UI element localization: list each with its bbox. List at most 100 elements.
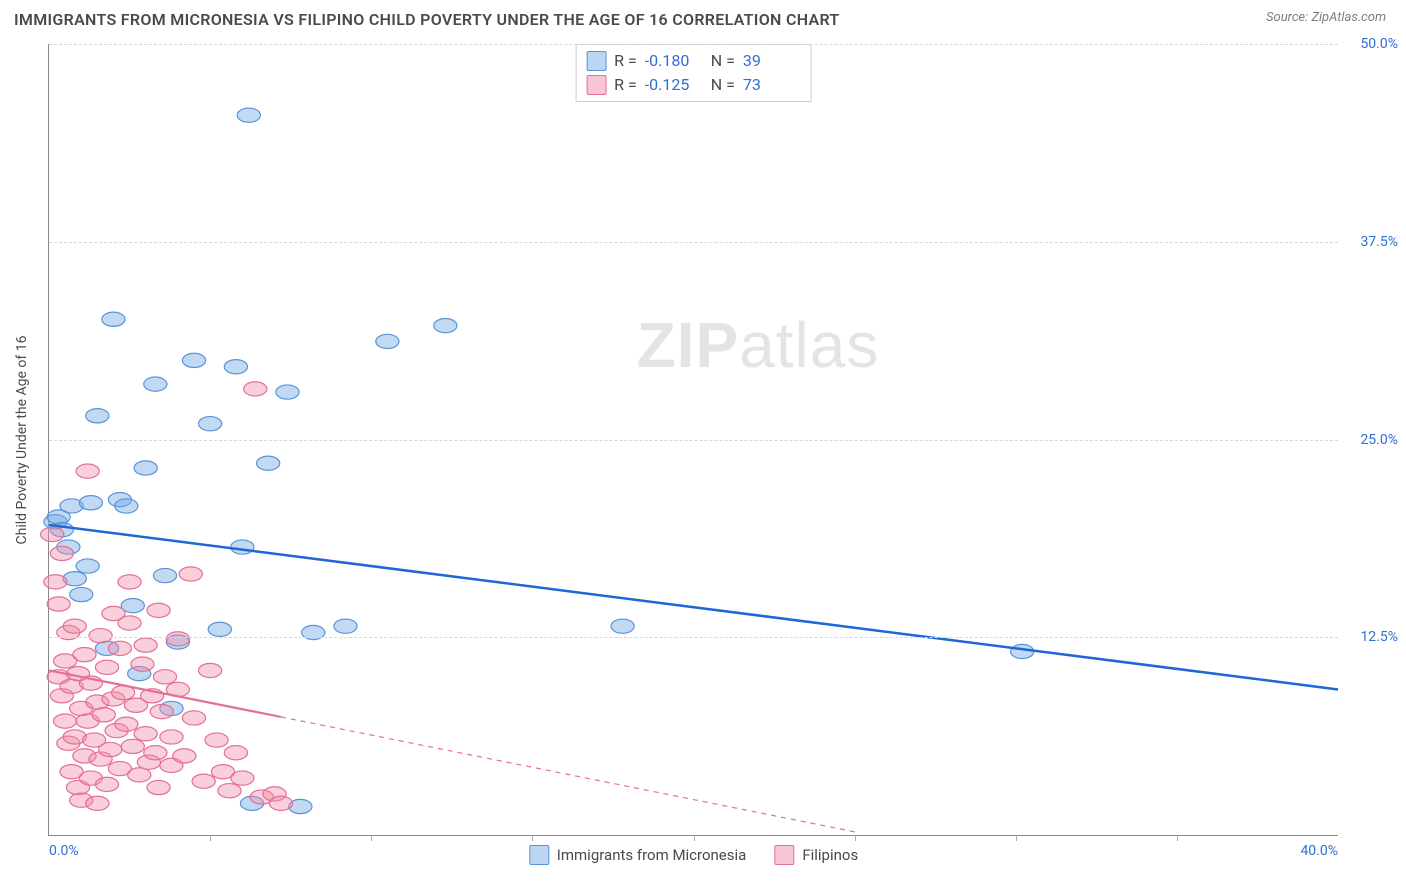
data-point	[434, 318, 457, 332]
y-tick-label: 12.5%	[1343, 629, 1398, 645]
data-point	[121, 739, 144, 753]
data-point	[237, 108, 260, 122]
x-minor-tick	[210, 835, 211, 841]
n-value: 39	[743, 49, 801, 73]
data-point	[611, 619, 634, 633]
data-point	[131, 657, 154, 671]
gridline	[49, 440, 1338, 441]
legend-swatch	[586, 75, 606, 95]
legend-item: Filipinos	[774, 845, 858, 865]
legend-item: Immigrants from Micronesia	[529, 845, 747, 865]
data-point	[257, 456, 280, 470]
data-point	[231, 540, 254, 554]
data-point	[115, 499, 138, 513]
data-point	[376, 334, 399, 348]
data-point	[118, 575, 141, 589]
n-label: N =	[711, 73, 735, 97]
data-point	[199, 663, 222, 677]
data-point	[224, 746, 247, 760]
data-point	[115, 717, 138, 731]
gridline	[49, 242, 1338, 243]
x-minor-tick	[1016, 835, 1017, 841]
data-point	[153, 568, 176, 582]
data-point	[79, 496, 102, 510]
data-point	[144, 746, 167, 760]
chart-title: IMMIGRANTS FROM MICRONESIA VS FILIPINO C…	[14, 10, 840, 29]
data-point	[269, 796, 292, 810]
data-point	[134, 727, 157, 741]
data-point	[153, 670, 176, 684]
data-point	[179, 567, 202, 581]
gridline	[49, 44, 1338, 45]
legend-swatch	[586, 51, 606, 71]
source-label: Source: ZipAtlas.com	[1266, 10, 1386, 25]
legend-swatch	[774, 845, 794, 865]
data-point	[166, 632, 189, 646]
data-point	[150, 704, 173, 718]
data-point	[54, 714, 77, 728]
data-point	[95, 660, 118, 674]
series-legend: Immigrants from Micronesia Filipinos	[529, 845, 858, 865]
x-minor-tick	[532, 835, 533, 841]
gridline	[49, 637, 1338, 638]
data-point	[95, 777, 118, 791]
data-point	[76, 559, 99, 573]
data-point	[76, 464, 99, 478]
x-minor-tick	[855, 835, 856, 841]
data-point	[231, 771, 254, 785]
x-minor-tick	[371, 835, 372, 841]
n-label: N =	[711, 49, 735, 73]
data-point	[70, 587, 93, 601]
legend-swatch	[529, 845, 549, 865]
r-label: R =	[614, 49, 637, 73]
data-point	[182, 711, 205, 725]
legend-item-label: Immigrants from Micronesia	[557, 846, 747, 864]
data-point	[108, 641, 131, 655]
data-point	[92, 708, 115, 722]
legend-item-label: Filipinos	[802, 846, 858, 864]
data-point	[192, 774, 215, 788]
data-point	[86, 796, 109, 810]
data-point	[41, 527, 64, 541]
data-point	[276, 385, 299, 399]
y-tick-label: 37.5%	[1343, 234, 1398, 250]
data-point	[205, 733, 228, 747]
data-point	[134, 461, 157, 475]
legend-stat-row: R =-0.125N =73	[586, 73, 801, 97]
data-point	[128, 768, 151, 782]
y-axis-label: Child Poverty Under the Age of 16	[14, 336, 30, 545]
data-point	[244, 382, 267, 396]
data-point	[102, 312, 125, 326]
correlation-legend: R =-0.180N =39R =-0.125N =73	[575, 44, 812, 102]
n-value: 73	[743, 73, 801, 97]
x-minor-tick	[694, 835, 695, 841]
data-point	[118, 616, 141, 630]
data-point	[334, 619, 357, 633]
data-point	[199, 417, 222, 431]
data-point	[224, 360, 247, 374]
trend-line	[49, 525, 1338, 690]
data-point	[147, 780, 170, 794]
data-point	[47, 597, 70, 611]
chart-plot-area: ZIPatlas R =-0.180N =39R =-0.125N =73 Im…	[48, 44, 1338, 836]
data-point	[86, 409, 109, 423]
data-point	[182, 353, 205, 367]
data-point	[134, 638, 157, 652]
y-tick-label: 50.0%	[1343, 36, 1398, 52]
x-tick-label: 40.0%	[1300, 843, 1338, 859]
data-point	[99, 742, 122, 756]
data-point	[218, 784, 241, 798]
data-point	[173, 749, 196, 763]
data-point	[147, 603, 170, 617]
trend-line-extrapolated	[281, 717, 855, 832]
data-point	[89, 629, 112, 643]
data-point	[63, 619, 86, 633]
data-point	[1011, 644, 1034, 658]
data-point	[208, 622, 231, 636]
data-point	[73, 648, 96, 662]
r-value: -0.125	[645, 73, 703, 97]
data-point	[160, 730, 183, 744]
x-minor-tick	[1177, 835, 1178, 841]
x-tick-label: 0.0%	[49, 843, 79, 859]
data-point	[50, 546, 73, 560]
